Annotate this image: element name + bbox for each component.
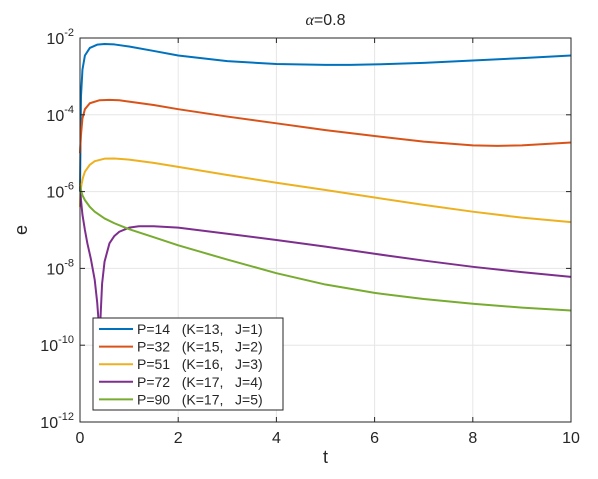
y-tick-label: 10-4 bbox=[46, 104, 74, 125]
y-axis-label: e bbox=[11, 225, 31, 235]
legend: P=14 (K=13, J=1) P=32 (K=15, J=2)P=51 (K=… bbox=[92, 317, 284, 411]
x-tick-label: 4 bbox=[272, 430, 281, 447]
ticks: 0 2 4 6 8 10 10-12 10-10 10-8 10-6 10-4 10-2 bbox=[40, 27, 580, 447]
series-line-3 bbox=[79, 157, 572, 224]
series-layer bbox=[79, 42, 572, 340]
series-line-4 bbox=[79, 184, 572, 340]
legend-label-5: P=90 (K=17, J=5) bbox=[137, 391, 263, 407]
series-line-1 bbox=[79, 42, 572, 192]
legend-label-1: P=14 (K=13, J=1) bbox=[137, 321, 263, 337]
x-tick-label: 6 bbox=[370, 430, 379, 447]
x-tick-label: 0 bbox=[76, 430, 85, 447]
legend-label-3: P=51 (K=16, J=3) bbox=[137, 356, 263, 372]
x-tick-label: 8 bbox=[468, 430, 477, 447]
x-axis-label: t bbox=[323, 447, 328, 467]
axes-frame bbox=[79, 37, 572, 423]
y-tick-label: 10-10 bbox=[40, 334, 74, 355]
legend-label-4: P=72 (K=17, J=4) bbox=[137, 374, 263, 390]
series-line-2 bbox=[79, 98, 572, 154]
x-tick-label: 2 bbox=[174, 430, 183, 447]
series-line-5 bbox=[79, 184, 572, 312]
chart-title: α=0.8 bbox=[306, 12, 346, 29]
y-tick-label: 10-2 bbox=[46, 27, 74, 48]
x-tick-label: 10 bbox=[562, 430, 580, 447]
legend-label-2: P=32 (K=15, J=2) bbox=[137, 339, 263, 355]
y-tick-label: 10-8 bbox=[46, 257, 74, 278]
y-tick-label: 10-6 bbox=[46, 181, 74, 202]
y-tick-label: 10-12 bbox=[40, 411, 74, 432]
